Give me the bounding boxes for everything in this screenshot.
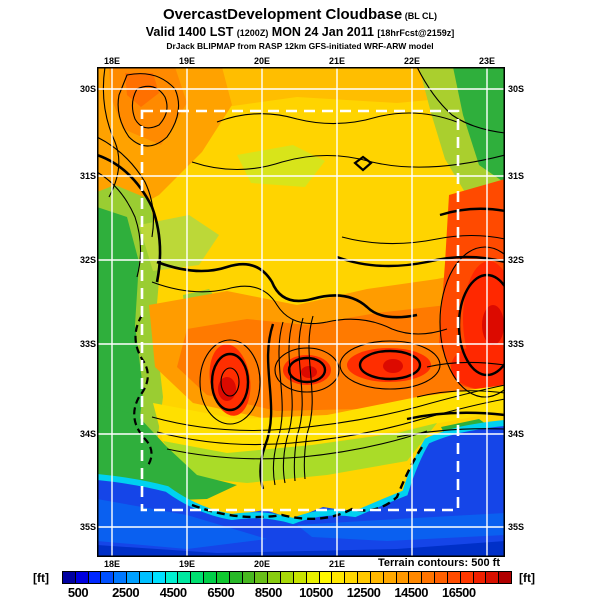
colorbar-tick: 8500 [254,585,282,600]
colorbar-segment [164,572,178,583]
valid-date: MON 24 Jan 2011 [268,25,378,39]
lon-label-top: 22E [403,56,420,66]
colorbar-segment [305,572,319,583]
colorbar-segment [190,572,204,583]
terrain-note: Terrain contours: 500 ft [377,557,500,569]
colorbar-tick: 4500 [159,585,187,600]
map-border [97,67,505,557]
lon-label-bottom: 20E [253,559,270,569]
colorbar-segment [228,572,242,583]
colorbar-segment [241,572,255,583]
lon-label-bottom: 18E [103,559,120,569]
forecast-note: [18hrFcst@2159z] [377,28,455,38]
title-text: OvercastDevelopment Cloudbase [162,6,403,23]
colorbar-segment [318,572,332,583]
page-title: OvercastDevelopment Cloudbase (BL CL) [0,6,600,23]
lat-label-left: 35S [79,522,96,532]
colorbar-tick-labels: 500 2500 4500 6500 8500 10500 12500 14500 16500 [62,585,512,600]
colorbar-segment [113,572,127,583]
colorbar-segment [369,572,383,583]
colorbar-segment [408,572,422,583]
colorbar-segment [87,572,101,583]
lat-label-right: 34S [508,429,525,439]
colorbar-tick: 6500 [207,585,235,600]
colorbar-segment [292,572,306,583]
lon-label-bottom: 21E [328,559,345,569]
colorbar-tick: 2500 [112,585,140,600]
model-attribution: DrJack BLIPMAP from RASP 12km GFS-initia… [166,41,434,51]
colorbar-segment [215,572,229,583]
lon-label-top: 18E [103,56,120,66]
lat-label-right: 33S [508,339,525,349]
colorbar-tick: 500 [67,585,89,600]
valid-time-line: Valid 1400 LST (1200Z) MON 24 Jan 2011 [… [0,25,600,39]
lon-label-top: 20E [253,56,270,66]
colorbar-segment [74,572,88,583]
colorbar-unit-left: [ft] [33,571,49,585]
colorbar-segment [254,572,268,583]
cloudbase-map [97,67,505,557]
colorbar-segment [151,572,165,583]
title-suffix: (BL CL) [402,11,438,21]
colorbar-segment [485,572,499,583]
colorbar-segment [100,572,114,583]
colorbar-segment [395,572,409,583]
lat-label-left: 33S [79,339,96,349]
colorbar-segment [331,572,345,583]
valid-prefix: Valid 1400 LST [145,25,237,39]
colorbar-segment [434,572,447,583]
colorbar-segment [498,572,511,583]
lat-label-right: 35S [508,522,525,532]
colorbar-segment [382,572,396,583]
colorbar-segment [63,572,75,583]
colorbar-segment [421,572,435,583]
cloudbase-fill-regions [97,67,505,557]
lon-label-top: 23E [478,56,495,66]
colorbar-segment [459,572,473,583]
colorbar-tick: 16500 [441,585,476,600]
lon-label-top: 19E [178,56,195,66]
cloudbase-colorbar [62,571,512,584]
lat-label-left: 30S [79,84,96,94]
lon-label-bottom: 19E [178,559,195,569]
colorbar-tick: 10500 [299,585,333,600]
colorbar-segment [446,572,460,583]
colorbar-segment [203,572,216,583]
lat-label-right: 30S [508,84,525,94]
graticule-grid [97,67,505,557]
valid-zulu: (1200Z) [236,28,269,38]
colorbar-segment [126,572,139,583]
lat-label-right: 31S [508,171,525,181]
colorbar-tick: 12500 [346,585,381,600]
colorbar-segment [138,572,152,583]
lon-label-top: 21E [328,56,345,66]
colorbar-segment [280,572,293,583]
lat-label-left: 34S [79,429,96,439]
colorbar-segment [357,572,370,583]
lat-label-left: 32S [79,255,96,265]
cloudbase-map-canvas [97,67,505,557]
colorbar-segment [472,572,486,583]
lat-label-left: 31S [79,171,96,181]
colorbar-segment [177,572,191,583]
lat-label-right: 32S [508,255,525,265]
colorbar-segment [267,572,281,583]
colorbar-unit-right: [ft] [519,571,535,585]
model-domain-box [140,109,460,512]
colorbar-tick: 14500 [394,585,429,600]
colorbar-segment [344,572,358,583]
